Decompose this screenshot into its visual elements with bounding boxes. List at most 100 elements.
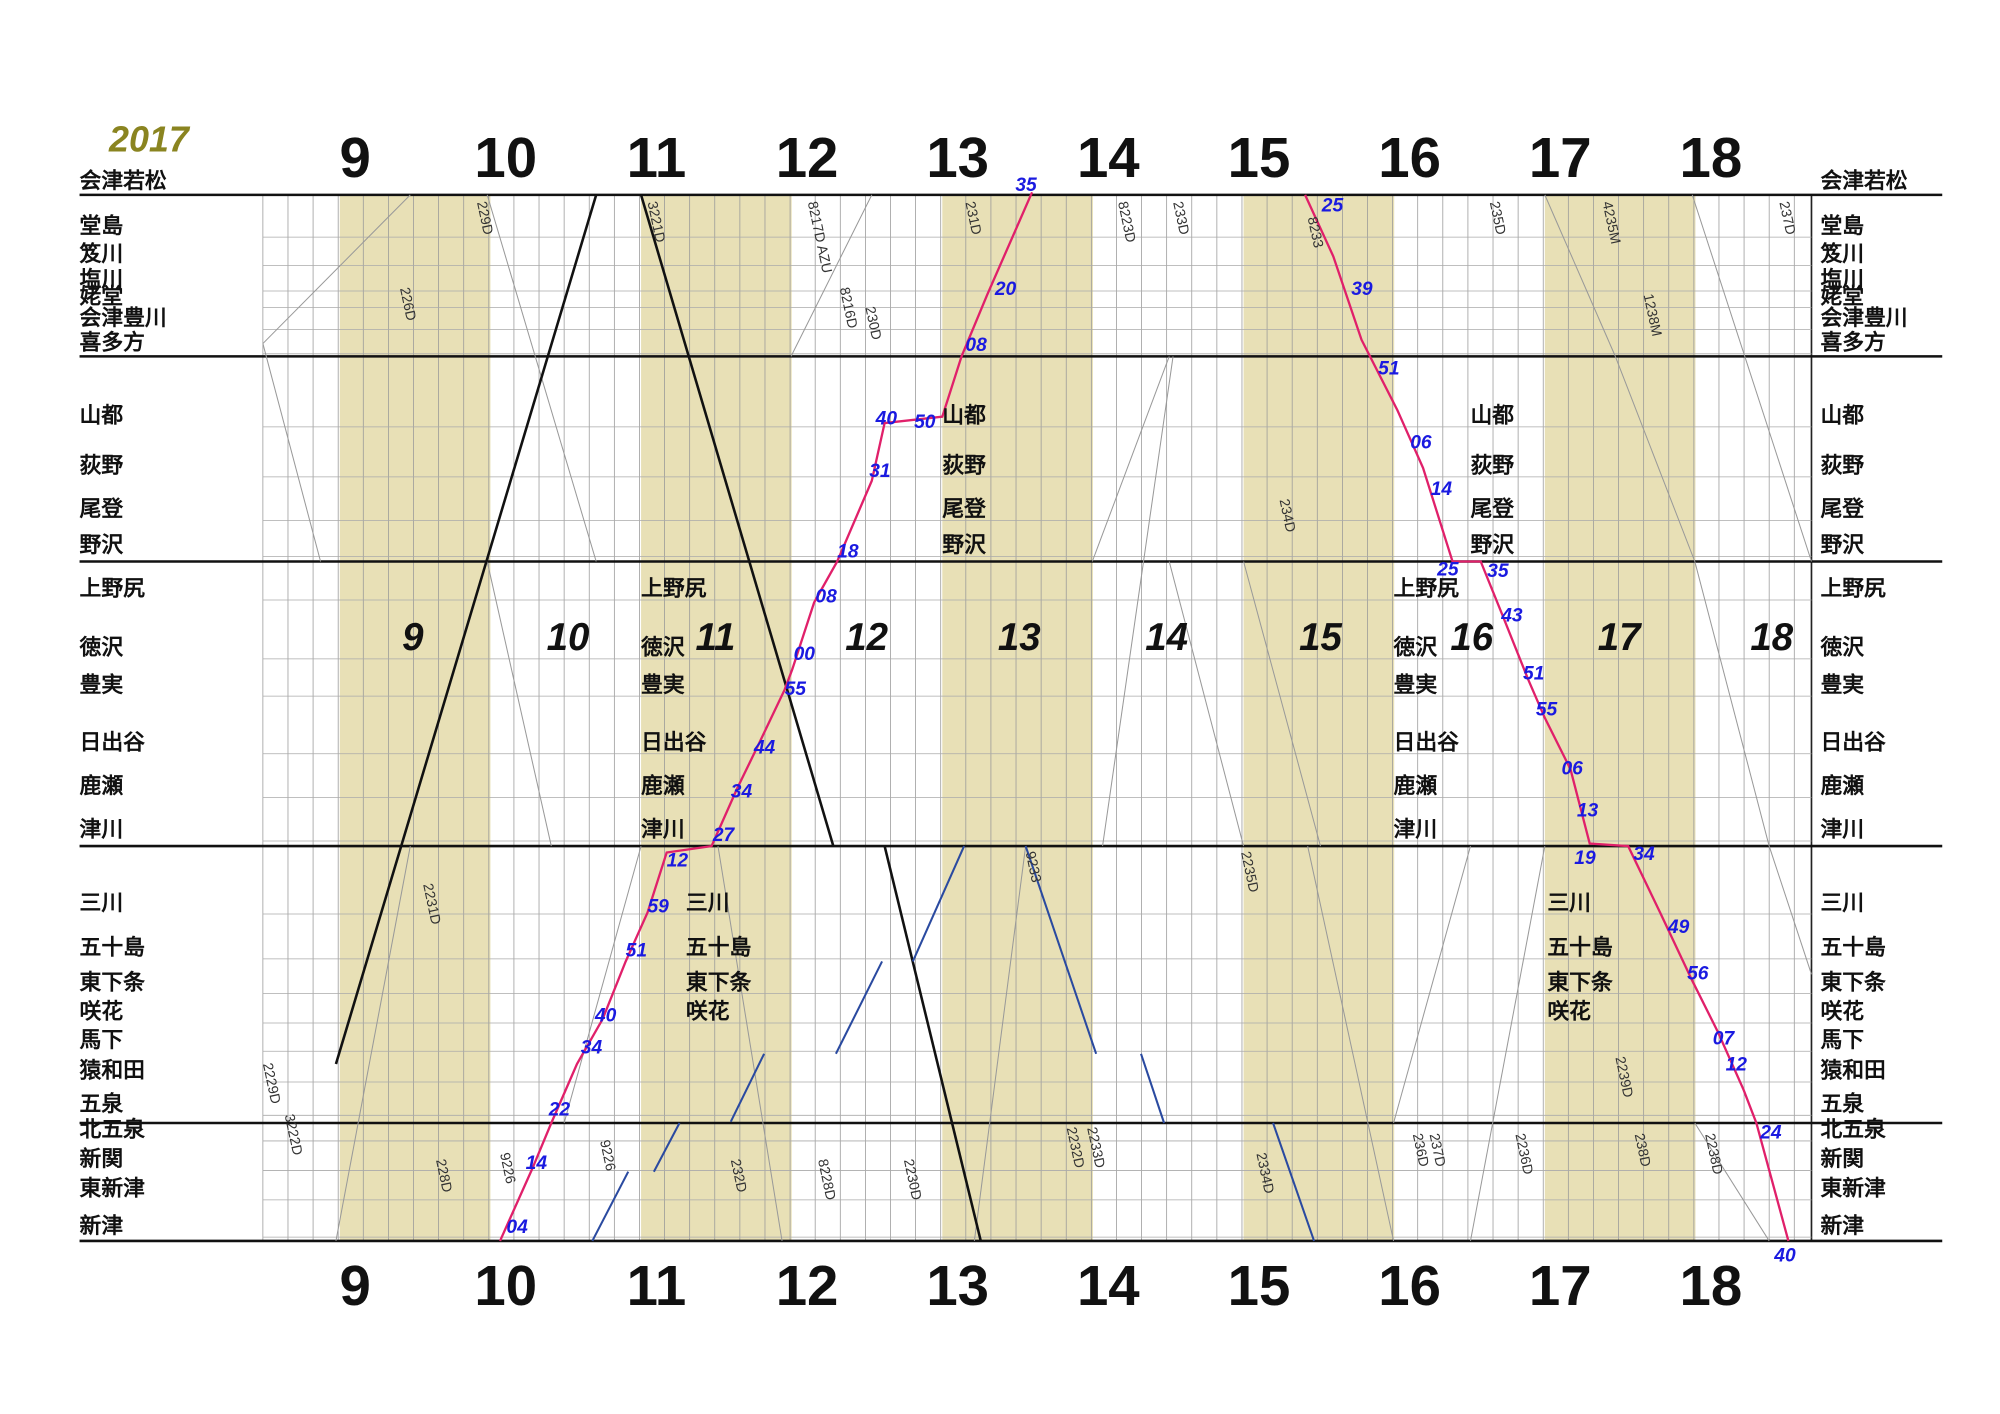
station-label: 塩川 (80, 267, 124, 293)
station-label: 野沢 (80, 533, 124, 558)
hour-label: 17 (1529, 126, 1592, 189)
train-lines (262, 191, 1812, 1242)
train-line (790, 194, 873, 357)
station-label: 荻野 (80, 454, 124, 479)
station-label: 山都 (1470, 404, 1514, 429)
minute-label: 18 (837, 542, 859, 563)
station-label: 三川 (1547, 891, 1591, 916)
station-label: 豊実 (1394, 672, 1438, 698)
station-label: 山都 (80, 404, 124, 429)
train-number: 226D (397, 286, 420, 322)
train-line (717, 846, 783, 1242)
station-label: 新関 (1820, 1146, 1864, 1172)
train-line (262, 194, 411, 344)
train-number: 8233 (1305, 215, 1327, 249)
station-label: 姥堂 (80, 283, 124, 309)
train-line (639, 194, 835, 847)
train-number: 232D (728, 1157, 751, 1193)
minute-label: 24 (1759, 1122, 1782, 1143)
hour-label: 13 (926, 126, 989, 189)
minute-label: 07 (1713, 1029, 1736, 1050)
minute-label: 40 (875, 408, 898, 429)
station-label: 咲花 (1547, 999, 1591, 1025)
train-line (1168, 561, 1245, 847)
year: 2017 (108, 119, 191, 159)
station-label: 三川 (686, 891, 730, 916)
station-label: 東下条 (686, 969, 752, 995)
hour-label-middle: 9 (402, 616, 424, 659)
station-label: 尾登 (80, 497, 125, 522)
minute-label: 12 (1726, 1054, 1748, 1075)
minute-label: 40 (1773, 1245, 1796, 1266)
station-label: 五泉 (1820, 1091, 1864, 1117)
train-line (563, 845, 642, 1124)
station-label: 豊実 (641, 672, 685, 698)
hour-label: 10 (474, 1254, 537, 1317)
station-label: 豊実 (1820, 672, 1864, 698)
minute-label: 51 (1378, 358, 1399, 379)
train-number: 230D (862, 305, 885, 341)
station-label: 津川 (1820, 817, 1864, 843)
minute-label: 44 (753, 738, 776, 759)
station-label: 津川 (1394, 817, 1438, 843)
station-label: 会津若松 (1820, 168, 1907, 194)
station-label: 上野尻 (80, 577, 146, 602)
station-label: 荻野 (942, 454, 986, 479)
minute-label: 08 (965, 335, 987, 356)
hour-label: 11 (627, 1254, 687, 1317)
shaded-hours (339, 194, 1696, 1241)
train-line (1243, 561, 1321, 847)
station-label: 津川 (641, 817, 685, 843)
minute-label: 27 (712, 825, 736, 846)
hour-label: 16 (1378, 1254, 1441, 1317)
train-number: 9226 (497, 1151, 519, 1185)
hour-label-middle: 13 (998, 616, 1041, 659)
station-label: 北五泉 (80, 1117, 146, 1143)
minute-label: 34 (581, 1038, 603, 1059)
train-line (911, 845, 966, 962)
hour-label: 17 (1529, 1254, 1592, 1317)
train-line (1140, 1053, 1166, 1124)
station-label: 東下条 (80, 969, 146, 995)
train-line (1307, 845, 1395, 1242)
station-label: 五十島 (686, 935, 752, 961)
shaded-column (339, 194, 491, 1241)
station-label: 鹿瀬 (80, 773, 124, 799)
minute-label: 51 (1523, 663, 1544, 684)
train-number: 237D (1427, 1132, 1450, 1168)
minute-label: 04 (506, 1217, 528, 1238)
minute-label: 06 (1410, 433, 1432, 454)
station-label: 堂島 (1820, 213, 1864, 239)
station-label: 上野尻 (1820, 577, 1886, 602)
hour-label-middle: 16 (1450, 616, 1493, 659)
train-line (883, 845, 983, 1242)
hour-label: 12 (776, 126, 839, 189)
minute-label: 49 (1667, 917, 1690, 938)
minute-label: 34 (1633, 844, 1655, 865)
station-label: 山都 (942, 404, 986, 429)
hour-label-middle: 15 (1299, 616, 1342, 659)
train-line (652, 1122, 681, 1173)
station-label: 喜多方 (80, 330, 145, 356)
minute-label: 25 (1436, 560, 1459, 581)
train-line (1694, 561, 1770, 847)
train-line (1691, 194, 1812, 562)
minute-label: 43 (1500, 606, 1523, 627)
minute-label: 51 (626, 940, 647, 961)
hour-label: 14 (1077, 1254, 1140, 1317)
station-label: 鹿瀬 (1820, 773, 1864, 799)
minute-label: 31 (869, 461, 890, 482)
hour-label: 9 (339, 1254, 370, 1317)
station-label: 日出谷 (80, 731, 146, 756)
station-label: 野沢 (942, 533, 986, 558)
station-label: 五十島 (1547, 935, 1613, 961)
hour-label: 15 (1228, 126, 1291, 189)
minute-label: 08 (815, 586, 837, 607)
train-line (335, 845, 411, 1242)
station-label: 上野尻 (1394, 577, 1460, 602)
station-label: 日出谷 (1820, 731, 1886, 756)
minute-label: 40 (594, 1006, 617, 1027)
train-number: 231D (962, 200, 985, 236)
